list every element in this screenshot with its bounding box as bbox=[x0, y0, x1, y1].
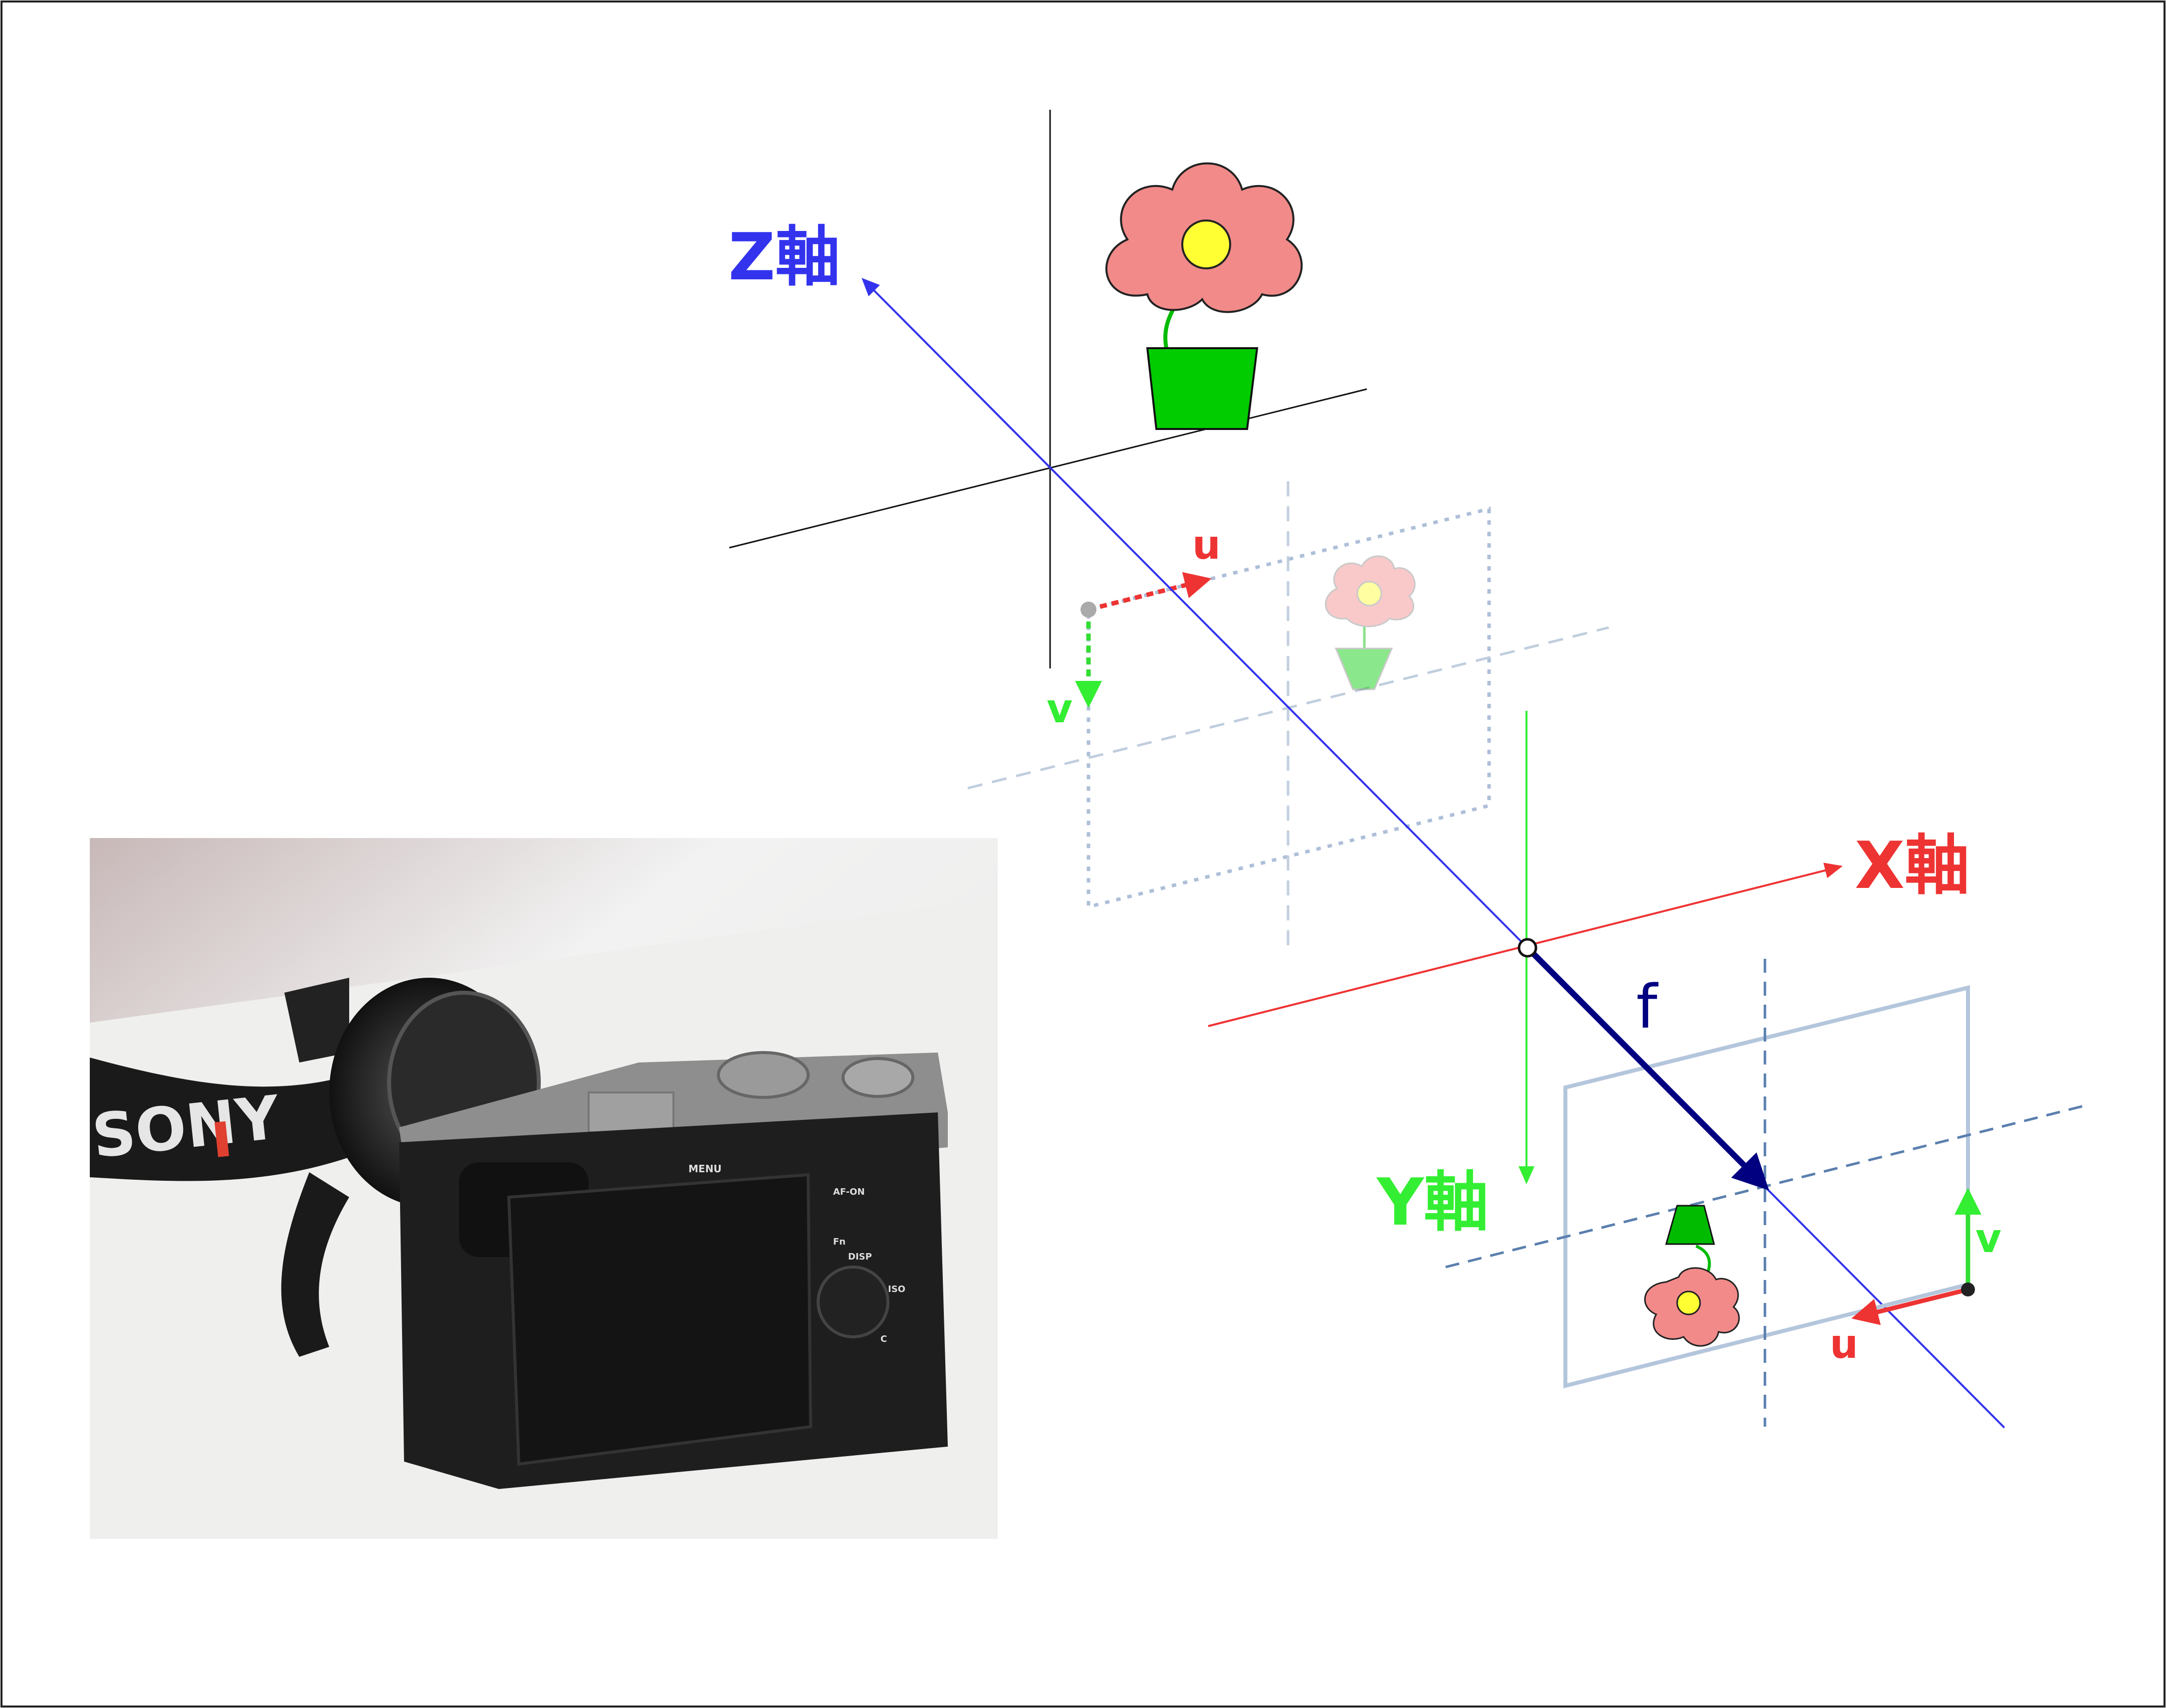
flower-icon bbox=[1105, 162, 1303, 360]
button-c-label: C bbox=[880, 1334, 887, 1344]
virtual-u-label: u bbox=[1192, 522, 1221, 568]
sensor-u-label: u bbox=[1830, 1321, 1858, 1367]
x-axis-label: X軸 bbox=[1855, 828, 1969, 903]
camera-dial-right bbox=[842, 1057, 914, 1098]
virtual-flower-icon bbox=[1324, 555, 1416, 690]
camera-strap-lower bbox=[281, 1172, 349, 1357]
sensor-u-arrow bbox=[1851, 1287, 1969, 1325]
sensor-plane: u v bbox=[1445, 959, 2088, 1427]
strap-red-mark bbox=[215, 1121, 229, 1157]
virtual-pot-icon bbox=[1334, 647, 1393, 690]
sensor-v-label: v bbox=[1975, 1215, 2001, 1262]
pot-icon bbox=[1146, 347, 1259, 430]
camera-strap-upper bbox=[284, 978, 349, 1063]
virtual-image-plane: u v bbox=[967, 481, 1609, 948]
inverted-pot-icon bbox=[1665, 1205, 1715, 1245]
camera-strap bbox=[90, 1058, 359, 1181]
button-iso-label: ISO bbox=[888, 1284, 905, 1294]
camera-control-wheel bbox=[817, 1266, 889, 1338]
z-axis-label: Z軸 bbox=[728, 219, 840, 295]
virtual-plane-border bbox=[1086, 506, 1491, 909]
z-axis bbox=[862, 278, 2005, 1429]
button-menu-label: MENU bbox=[688, 1163, 722, 1175]
virtual-u-arrow bbox=[1087, 572, 1212, 612]
button-fn-label: Fn bbox=[833, 1237, 846, 1247]
button-afon-label: AF-ON bbox=[833, 1187, 865, 1197]
camera-dial-left bbox=[717, 1051, 810, 1099]
sensor-origin-dot bbox=[1961, 1282, 1975, 1296]
optical-center bbox=[1517, 938, 1537, 958]
world-horizontal-axis bbox=[729, 388, 1367, 549]
focal-length-label: f bbox=[1636, 973, 1659, 1042]
camera-photo: SONY MENU AF-ON Fn DISP ISO C bbox=[89, 838, 998, 1539]
virtual-origin-dot bbox=[1081, 602, 1096, 618]
inverted-flower-center bbox=[1676, 1290, 1701, 1315]
focal-length-arrow bbox=[1525, 945, 1769, 1191]
camera-hot-shoe bbox=[588, 1091, 674, 1133]
virtual-v-label: v bbox=[1047, 685, 1073, 732]
inverted-flower-icon bbox=[1644, 1205, 1740, 1347]
y-axis-label: Y軸 bbox=[1376, 1164, 1489, 1240]
flower-center bbox=[1181, 219, 1231, 269]
button-disp-label: DISP bbox=[848, 1252, 872, 1262]
camera-lcd-screen bbox=[507, 1173, 813, 1466]
